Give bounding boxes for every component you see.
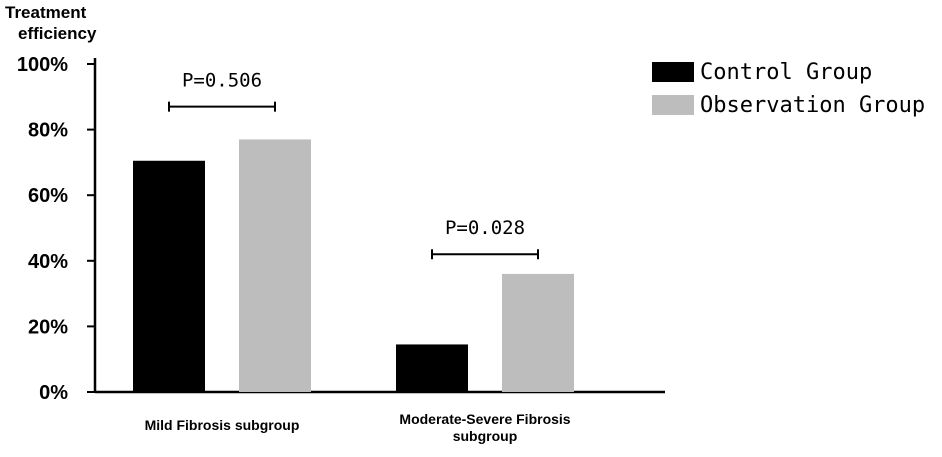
y-tick-label: 80% bbox=[28, 120, 68, 142]
y-tick-label: 100% bbox=[17, 54, 68, 76]
y-axis-title-line-2: efficiency bbox=[18, 24, 97, 43]
x-tick-labels: Mild Fibrosis subgroup Moderate-Severe Fi… bbox=[145, 411, 571, 444]
bar-observation-group bbox=[502, 273, 574, 392]
legend-label: Control Group bbox=[700, 60, 872, 85]
legend-swatch bbox=[652, 62, 694, 82]
x-tick-label: Moderate-Severe Fibrosis subgroup bbox=[399, 411, 570, 444]
bars bbox=[133, 139, 574, 392]
y-tick-label: 0% bbox=[39, 382, 68, 404]
y-ticks: 0% 20% 40% 60% 80% 100% bbox=[17, 54, 95, 404]
bar-control-group bbox=[396, 344, 468, 392]
bar-control-group bbox=[133, 160, 205, 392]
y-tick-label: 40% bbox=[28, 251, 68, 273]
p-value-label: P=0.028 bbox=[445, 217, 525, 239]
bar-observation-group bbox=[239, 139, 311, 392]
legend-swatch bbox=[652, 95, 694, 115]
legend-label: Observation Group bbox=[700, 93, 925, 118]
y-axis-title-line-1: Treatment bbox=[5, 3, 87, 22]
y-tick-label: 20% bbox=[28, 316, 68, 338]
legend: Control Group Observation Group bbox=[652, 60, 925, 118]
annotations: P=0.506 P=0.028 bbox=[168, 70, 539, 260]
y-tick-label: 60% bbox=[28, 185, 68, 207]
x-tick-label: Mild Fibrosis subgroup bbox=[145, 417, 300, 433]
p-value-label: P=0.506 bbox=[182, 70, 262, 92]
